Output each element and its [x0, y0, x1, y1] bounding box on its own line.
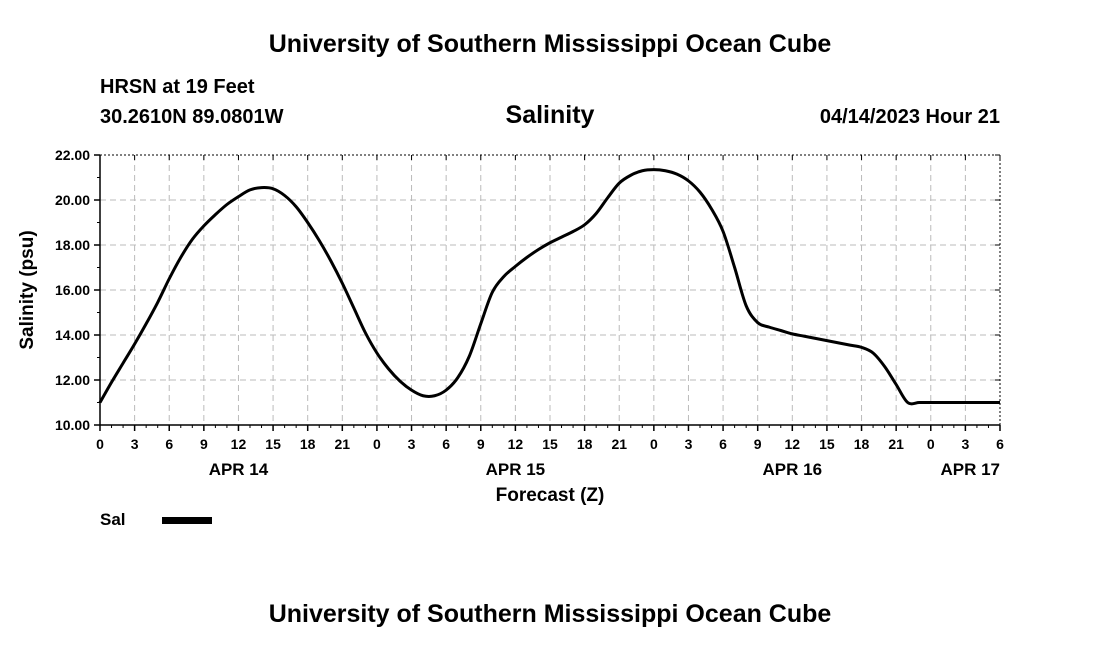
- date-label: APR 14: [209, 460, 269, 479]
- x-tick-label: 0: [373, 436, 381, 452]
- station-label: HRSN at 19 Feet: [100, 76, 255, 98]
- x-tick-label: 3: [685, 436, 693, 452]
- x-tick-label: 9: [754, 436, 762, 452]
- y-tick-label: 12.00: [55, 372, 90, 388]
- x-tick-label: 15: [265, 436, 281, 452]
- x-tick-label: 6: [719, 436, 727, 452]
- y-tick-label: 10.00: [55, 417, 90, 433]
- x-tick-label: 12: [231, 436, 247, 452]
- x-tick-label: 6: [442, 436, 450, 452]
- x-tick-label: 21: [611, 436, 627, 452]
- x-tick-label: 3: [408, 436, 416, 452]
- y-tick-label: 20.00: [55, 192, 90, 208]
- x-tick-label: 0: [650, 436, 658, 452]
- x-tick-label: 12: [785, 436, 801, 452]
- x-tick-label: 18: [300, 436, 316, 452]
- x-tick-label: 18: [577, 436, 593, 452]
- x-tick-label: 9: [477, 436, 485, 452]
- x-tick-label: 15: [542, 436, 558, 452]
- forecast-datetime: 04/14/2023 Hour 21: [819, 106, 1000, 128]
- series-line-sal: [98, 168, 1000, 406]
- y-axis-label: Salinity (psu): [17, 230, 38, 349]
- y-tick-label: 16.00: [55, 282, 90, 298]
- x-tick-label: 15: [819, 436, 835, 452]
- x-tick-label: 0: [96, 436, 104, 452]
- legend-label: Sal: [100, 510, 126, 529]
- x-tick-label: 21: [888, 436, 904, 452]
- x-tick-label: 21: [335, 436, 351, 452]
- x-tick-label: 0: [927, 436, 935, 452]
- chart-title: Salinity: [505, 101, 595, 129]
- report-title: University of Southern Mississippi Ocean…: [268, 30, 832, 58]
- date-label: APR 15: [486, 460, 546, 479]
- y-tick-label: 14.00: [55, 327, 90, 343]
- footer-title: University of Southern Mississippi Ocean…: [268, 600, 832, 628]
- date-label: APR 17: [940, 460, 1000, 479]
- x-tick-label: 9: [200, 436, 208, 452]
- x-tick-label: 6: [996, 436, 1004, 452]
- x-tick-label: 3: [131, 436, 139, 452]
- x-tick-label: 18: [854, 436, 870, 452]
- x-axis-label: Forecast (Z): [496, 485, 605, 506]
- x-tick-label: 3: [961, 436, 969, 452]
- x-tick-label: 12: [508, 436, 524, 452]
- y-tick-label: 18.00: [55, 237, 90, 253]
- legend-swatch: [162, 517, 212, 524]
- x-tick-label: 6: [165, 436, 173, 452]
- y-tick-label: 22.00: [55, 147, 90, 163]
- station-coordinates: 30.2610N 89.0801W: [100, 106, 284, 128]
- date-label: APR 16: [763, 460, 823, 479]
